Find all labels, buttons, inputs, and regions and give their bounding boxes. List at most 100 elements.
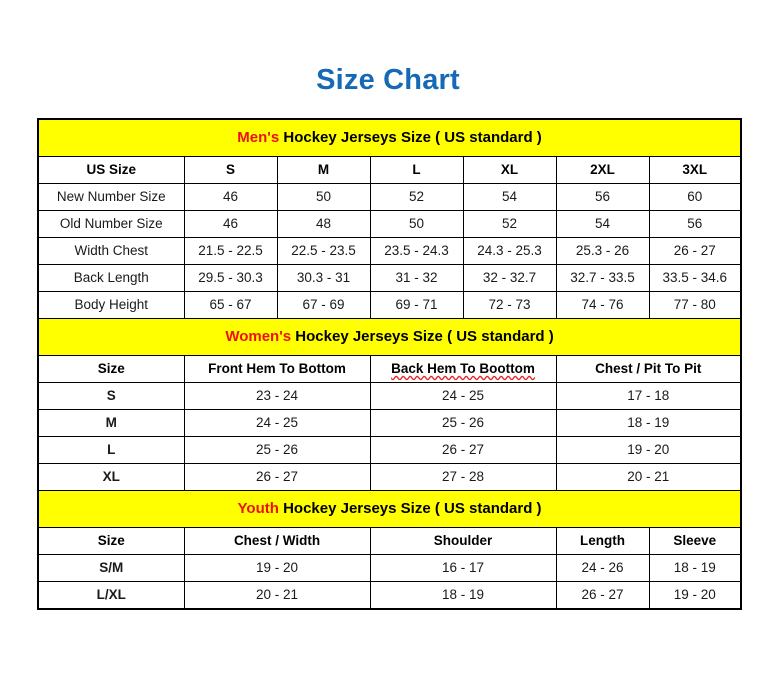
column-header-youth-4: Sleeve bbox=[648, 527, 742, 555]
row-label-mens-3: Back Length bbox=[37, 264, 185, 292]
column-header-mens-5: 2XL bbox=[555, 156, 650, 184]
cell-mens-1-1: 48 bbox=[276, 210, 371, 238]
cell-mens-4-1: 67 - 69 bbox=[276, 291, 371, 319]
table-row: Body Height 65 - 67 67 - 69 69 - 71 72 - 73 7… bbox=[37, 291, 742, 319]
cell-mens-2-2: 23.5 - 24.3 bbox=[369, 237, 464, 265]
row-label-mens-0: New Number Size bbox=[37, 183, 185, 211]
table-row: L/XL 20 - 21 18 - 19 26 - 27 19 - 20 bbox=[37, 581, 742, 610]
column-header-mens-6: 3XL bbox=[648, 156, 742, 184]
cell-mens-3-4: 32.7 - 33.5 bbox=[555, 264, 650, 292]
cell-mens-4-0: 65 - 67 bbox=[183, 291, 278, 319]
cell-mens-0-1: 50 bbox=[276, 183, 371, 211]
table-row: Old Number Size 46 48 50 52 54 56 bbox=[37, 210, 742, 238]
section-banner-rest-youth: Hockey Jerseys Size ( US standard ) bbox=[278, 500, 542, 517]
row-label-womens-3: XL bbox=[37, 463, 185, 491]
section-banner-rest-womens: Hockey Jerseys Size ( US standard ) bbox=[291, 328, 554, 345]
column-header-row-womens: Size Front Hem To Bottom Back Hem To Boott… bbox=[37, 355, 742, 383]
cell-mens-4-5: 77 - 80 bbox=[648, 291, 742, 319]
cell-mens-0-3: 54 bbox=[462, 183, 557, 211]
cell-womens-2-0: 25 - 26 bbox=[183, 436, 371, 464]
column-header-youth-3: Length bbox=[555, 527, 650, 555]
cell-mens-1-2: 50 bbox=[369, 210, 464, 238]
cell-mens-4-2: 69 - 71 bbox=[369, 291, 464, 319]
cell-mens-0-2: 52 bbox=[369, 183, 464, 211]
cell-youth-1-1: 18 - 19 bbox=[369, 581, 557, 610]
section-banner-rest-mens: Hockey Jerseys Size ( US standard ) bbox=[279, 129, 542, 146]
cell-mens-4-4: 74 - 76 bbox=[555, 291, 650, 319]
column-header-youth-1: Chest / Width bbox=[183, 527, 371, 555]
cell-mens-1-4: 54 bbox=[555, 210, 650, 238]
table-row: L 25 - 26 26 - 27 19 - 20 bbox=[37, 436, 742, 464]
cell-womens-2-1: 26 - 27 bbox=[369, 436, 557, 464]
section-banner-cell-youth: Youth Hockey Jerseys Size ( US standard … bbox=[36, 490, 743, 528]
row-label-womens-1: M bbox=[37, 409, 185, 437]
cell-mens-3-0: 29.5 - 30.3 bbox=[183, 264, 278, 292]
cell-mens-3-2: 31 - 32 bbox=[369, 264, 464, 292]
size-chart-body: Men's Hockey Jerseys Size ( US standard … bbox=[36, 118, 743, 610]
cell-mens-2-4: 25.3 - 26 bbox=[555, 237, 650, 265]
cell-youth-1-2: 26 - 27 bbox=[555, 581, 650, 610]
table-row: S 23 - 24 24 - 25 17 - 18 bbox=[37, 382, 742, 410]
cell-mens-1-5: 56 bbox=[648, 210, 742, 238]
section-banner-womens: Women's Hockey Jerseys Size ( US standar… bbox=[36, 318, 743, 356]
column-header-row-mens: US Size S M L XL 2XL 3XL bbox=[37, 156, 742, 184]
column-header-mens-4: XL bbox=[462, 156, 557, 184]
table-row: S/M 19 - 20 16 - 17 24 - 26 18 - 19 bbox=[37, 554, 742, 582]
cell-mens-2-3: 24.3 - 25.3 bbox=[462, 237, 557, 265]
cell-mens-3-5: 33.5 - 34.6 bbox=[648, 264, 742, 292]
cell-womens-0-2: 17 - 18 bbox=[555, 382, 742, 410]
row-label-youth-1: L/XL bbox=[37, 581, 185, 610]
cell-youth-0-0: 19 - 20 bbox=[183, 554, 371, 582]
section-banner-accent-youth: Youth bbox=[237, 500, 279, 517]
cell-youth-1-3: 19 - 20 bbox=[648, 581, 742, 610]
cell-mens-1-0: 46 bbox=[183, 210, 278, 238]
cell-womens-1-2: 18 - 19 bbox=[555, 409, 742, 437]
section-banner-mens: Men's Hockey Jerseys Size ( US standard … bbox=[36, 118, 743, 157]
row-label-womens-0: S bbox=[37, 382, 185, 410]
column-header-mens-1: S bbox=[183, 156, 278, 184]
cell-womens-0-1: 24 - 25 bbox=[369, 382, 557, 410]
row-label-mens-1: Old Number Size bbox=[37, 210, 185, 238]
cell-womens-3-2: 20 - 21 bbox=[555, 463, 742, 491]
section-banner-cell-mens: Men's Hockey Jerseys Size ( US standard … bbox=[36, 118, 743, 157]
column-header-womens-1: Front Hem To Bottom bbox=[183, 355, 371, 383]
section-banner-youth: Youth Hockey Jerseys Size ( US standard … bbox=[36, 490, 743, 528]
cell-mens-0-0: 46 bbox=[183, 183, 278, 211]
cell-mens-4-3: 72 - 73 bbox=[462, 291, 557, 319]
column-header-youth-0: Size bbox=[37, 527, 185, 555]
cell-mens-2-0: 21.5 - 22.5 bbox=[183, 237, 278, 265]
column-header-youth-2: Shoulder bbox=[369, 527, 557, 555]
cell-youth-0-1: 16 - 17 bbox=[369, 554, 557, 582]
table-row: M 24 - 25 25 - 26 18 - 19 bbox=[37, 409, 742, 437]
cell-mens-1-3: 52 bbox=[462, 210, 557, 238]
table-row: New Number Size 46 50 52 54 56 60 bbox=[37, 183, 742, 211]
cell-mens-2-5: 26 - 27 bbox=[648, 237, 742, 265]
section-banner-accent-womens: Women's bbox=[225, 328, 292, 345]
section-banner-cell-womens: Women's Hockey Jerseys Size ( US standar… bbox=[36, 318, 743, 356]
cell-youth-1-0: 20 - 21 bbox=[183, 581, 371, 610]
cell-mens-0-4: 56 bbox=[555, 183, 650, 211]
row-label-mens-2: Width Chest bbox=[37, 237, 185, 265]
cell-womens-1-0: 24 - 25 bbox=[183, 409, 371, 437]
row-label-youth-0: S/M bbox=[37, 554, 185, 582]
cell-womens-3-0: 26 - 27 bbox=[183, 463, 371, 491]
table-row: Width Chest 21.5 - 22.5 22.5 - 23.5 23.5 - … bbox=[37, 237, 742, 265]
cell-womens-3-1: 27 - 28 bbox=[369, 463, 557, 491]
cell-mens-0-5: 60 bbox=[648, 183, 742, 211]
column-header-mens-3: L bbox=[369, 156, 464, 184]
cell-mens-3-3: 32 - 32.7 bbox=[462, 264, 557, 292]
size-chart-table-container: Men's Hockey Jerseys Size ( US standard … bbox=[36, 118, 743, 610]
section-banner-accent-mens: Men's bbox=[237, 129, 280, 146]
cell-mens-3-1: 30.3 - 31 bbox=[276, 264, 371, 292]
column-header-mens-0: US Size bbox=[37, 156, 185, 184]
cell-mens-2-1: 22.5 - 23.5 bbox=[276, 237, 371, 265]
cell-womens-1-1: 25 - 26 bbox=[369, 409, 557, 437]
column-header-mens-2: M bbox=[276, 156, 371, 184]
cell-youth-0-2: 24 - 26 bbox=[555, 554, 650, 582]
cell-womens-2-2: 19 - 20 bbox=[555, 436, 742, 464]
table-row: Back Length 29.5 - 30.3 30.3 - 31 31 - 32 32… bbox=[37, 264, 742, 292]
column-header-womens-0: Size bbox=[37, 355, 185, 383]
column-header-womens-2: Back Hem To Boottom bbox=[369, 355, 557, 383]
cell-womens-0-0: 23 - 24 bbox=[183, 382, 371, 410]
